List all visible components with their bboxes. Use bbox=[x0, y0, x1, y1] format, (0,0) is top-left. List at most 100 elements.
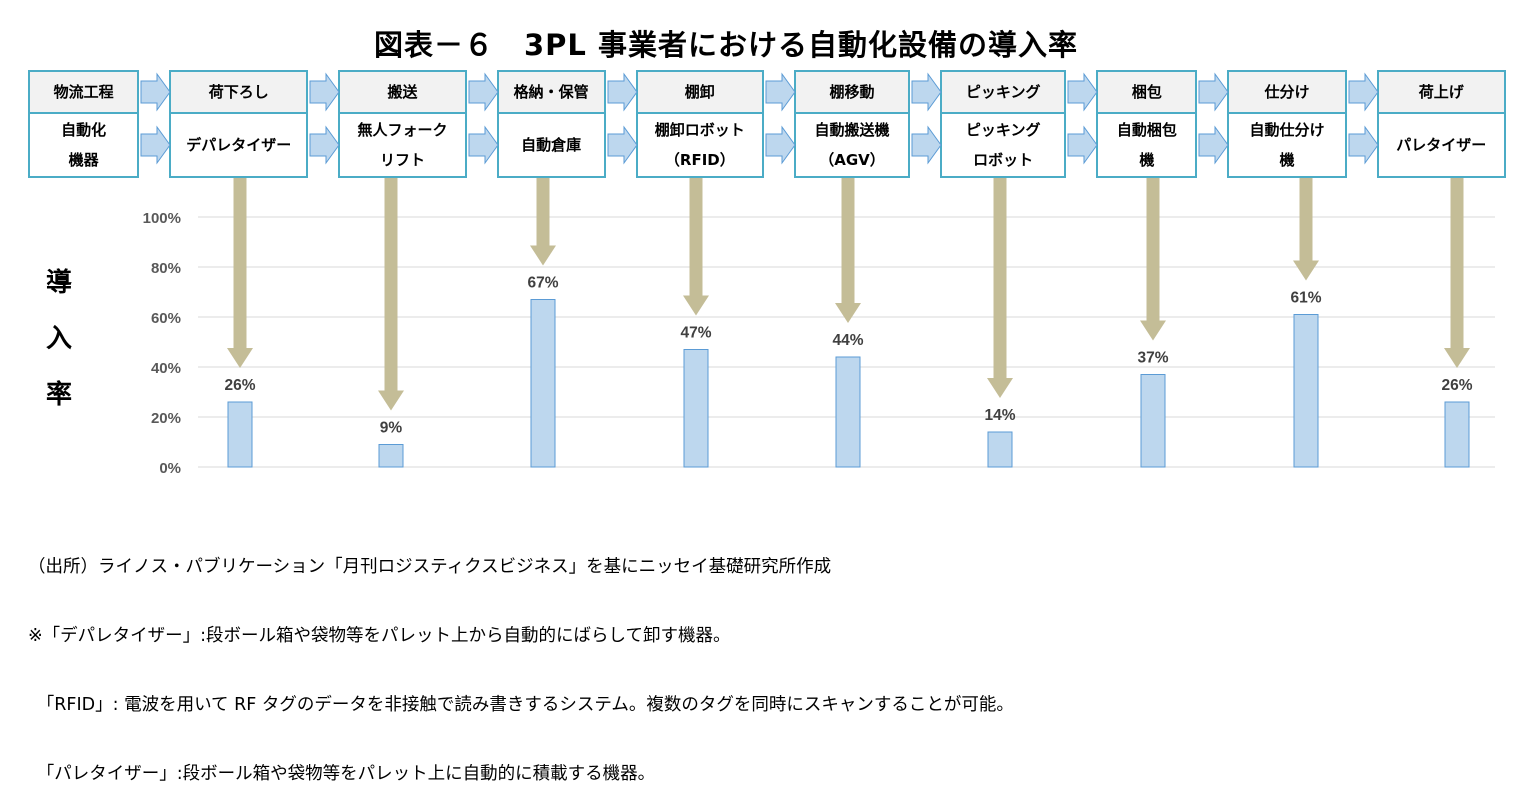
flow-arrow-icon bbox=[1196, 71, 1230, 113]
y-tick-label: 100% bbox=[143, 210, 181, 227]
equipment-cell-line: ロボット bbox=[973, 150, 1034, 169]
flow-arrow-icon bbox=[466, 113, 499, 177]
flow-arrow-icon bbox=[466, 71, 499, 113]
bar bbox=[1293, 314, 1319, 468]
equipment-cell-line: リフト bbox=[379, 150, 425, 169]
page-title: 図表－６ 3PL 事業者における自動化設備の導入率 bbox=[373, 28, 1078, 62]
row-header-equipment: 自動化 機器 bbox=[27, 111, 140, 179]
equipment-cell-line: 機 bbox=[1279, 150, 1295, 169]
flow-arrow-icon bbox=[909, 113, 942, 177]
flow-arrow-icon bbox=[763, 113, 796, 177]
equipment-cell: 棚卸ロボット （RFID） bbox=[635, 111, 764, 179]
stage-cell: 格納・保管 bbox=[496, 70, 606, 114]
footnote-rfid: 「RFID」: 電波を用いて RF タグのデータを非接触で読み書きするシステム。… bbox=[28, 695, 1014, 715]
bar-value-label: 26% bbox=[1441, 377, 1472, 394]
equipment-cell-line: 自動搬送機 bbox=[814, 120, 890, 139]
flow-arrow-icon bbox=[1065, 113, 1098, 177]
bar-value-label: 47% bbox=[680, 325, 711, 342]
bar-value-label: 14% bbox=[984, 407, 1015, 424]
pointer-arrow-icon bbox=[227, 178, 253, 368]
bar bbox=[378, 444, 404, 468]
bar-chart: 0% 20% 40% 60% 80% 100% 26% 9% 67% 47% 44% 14% 37% 61… bbox=[143, 178, 1495, 477]
bar-value-label: 26% bbox=[224, 377, 255, 394]
equipment-cell-line: パレタイザー bbox=[1396, 135, 1487, 154]
equipment-cell: 無人フォーク リフト bbox=[338, 111, 467, 179]
y-tick-label: 20% bbox=[151, 410, 181, 427]
ylabel-char-2: 入 bbox=[46, 324, 73, 354]
y-tick-label: 40% bbox=[151, 360, 181, 377]
equipment-cell-line: 無人フォーク bbox=[357, 120, 448, 139]
footnote-palletizer: 「パレタイザー」:段ボール箱や袋物等をパレット上に自動的に積載する機器。 bbox=[28, 764, 656, 784]
equipment-cell-line: （RFID） bbox=[664, 150, 735, 169]
stage-cell: 棚卸 bbox=[635, 70, 764, 114]
equipment-cell: パレタイザー bbox=[1376, 111, 1507, 179]
flow-arrow-icon bbox=[605, 113, 638, 177]
flow-arrow-icon bbox=[909, 71, 942, 113]
y-tick-label: 60% bbox=[151, 310, 181, 327]
pointer-arrow-icon bbox=[378, 178, 404, 411]
flow-arrow-icon bbox=[1196, 113, 1230, 177]
pointer-arrow-icon bbox=[1293, 178, 1319, 281]
bar bbox=[227, 401, 253, 468]
bar-value-label: 37% bbox=[1137, 350, 1168, 367]
bar bbox=[1140, 374, 1166, 468]
process-stage-row: 物流工程 荷下ろし 搬送 格納・保管 棚卸 棚移動 ピッキング 梱包 仕分け 荷上げ bbox=[27, 70, 1507, 114]
flow-arrow-icon bbox=[138, 71, 171, 113]
pointer-arrow-icon bbox=[530, 178, 556, 266]
bar-value-label: 67% bbox=[527, 275, 558, 292]
pointer-arrow-icon bbox=[835, 178, 861, 323]
equipment-cell-line: 自動仕分け bbox=[1249, 120, 1325, 139]
flow-arrow-icon bbox=[307, 71, 340, 113]
stage-cell: 荷上げ bbox=[1376, 70, 1507, 114]
equipment-row: 自動化機器 デパレタイザー 無人フォーク リフト 自動倉庫 棚卸ロボット （RFID） 自動搬… bbox=[27, 111, 1507, 179]
equipment-cell: 自動仕分け機 bbox=[1227, 111, 1347, 179]
equipment-cell-line: ピッキング bbox=[965, 120, 1041, 139]
equipment-cell: 自動梱包機 bbox=[1096, 111, 1198, 179]
equipment-cell: デパレタイザー bbox=[169, 111, 309, 179]
bar bbox=[1444, 401, 1470, 468]
footnote-depalletizer: ※「デパレタイザー」:段ボール箱や袋物等をパレット上から自動的にばらして卸す機器… bbox=[28, 626, 731, 646]
process-table: 物流工程 荷下ろし 搬送 格納・保管 棚卸 棚移動 ピッキング 梱包 仕分け 荷上げ 自動化 機器デ… bbox=[27, 70, 1507, 179]
stage-cell: 搬送 bbox=[338, 70, 467, 114]
y-tick-label: 0% bbox=[159, 460, 181, 477]
equipment-cell-line: 自動倉庫 bbox=[521, 135, 582, 154]
ylabel-char-1: 導 bbox=[46, 268, 73, 298]
equipment-cell-line: 自動梱包 bbox=[1116, 120, 1177, 139]
pointer-arrow-icon bbox=[683, 178, 709, 316]
pointer-arrow-icon bbox=[987, 178, 1013, 398]
bar-value-label: 9% bbox=[380, 420, 403, 437]
pointer-arrow-icon bbox=[1140, 178, 1166, 341]
row-header-equipment-line: 機器 bbox=[68, 150, 99, 169]
equipment-cell: 自動倉庫 bbox=[496, 111, 606, 179]
flow-arrow-icon bbox=[138, 113, 171, 177]
bar bbox=[683, 349, 709, 468]
ylabel-char-3: 率 bbox=[46, 380, 73, 410]
bar bbox=[530, 299, 556, 468]
bar bbox=[987, 431, 1013, 468]
flow-arrow-icon bbox=[1346, 71, 1379, 113]
row-header-process: 物流工程 bbox=[27, 70, 140, 114]
source-notes: （出所）ライノス・パブリケーション「月刊ロジスティクスビジネス」を基にニッセイ基… bbox=[28, 510, 1014, 809]
stage-cell: 仕分け bbox=[1227, 70, 1347, 114]
bar-value-label: 61% bbox=[1290, 290, 1321, 307]
y-tick-label: 80% bbox=[151, 260, 181, 277]
flow-arrow-icon bbox=[605, 71, 638, 113]
flow-arrow-icon bbox=[1346, 113, 1379, 177]
equipment-cell-line: 棚卸ロボット bbox=[654, 120, 745, 139]
bar bbox=[835, 356, 861, 468]
equipment-cell: 自動搬送機 （AGV） bbox=[793, 111, 911, 179]
row-header-equipment-line: 自動化 bbox=[61, 120, 107, 139]
equipment-cell-line: デパレタイザー bbox=[186, 135, 292, 154]
flow-arrow-icon bbox=[1065, 71, 1098, 113]
stage-cell: 梱包 bbox=[1096, 70, 1198, 114]
stage-cell: ピッキング bbox=[940, 70, 1067, 114]
equipment-cell-line: 機 bbox=[1139, 150, 1155, 169]
source-note: （出所）ライノス・パブリケーション「月刊ロジスティクスビジネス」を基にニッセイ基… bbox=[28, 557, 832, 577]
equipment-cell: ピッキング ロボット bbox=[940, 111, 1067, 179]
flow-arrow-icon bbox=[307, 113, 340, 177]
flow-arrow-icon bbox=[763, 71, 796, 113]
stage-cell: 棚移動 bbox=[793, 70, 911, 114]
bar-value-label: 44% bbox=[832, 332, 863, 349]
equipment-cell-line: （AGV） bbox=[819, 150, 885, 169]
stage-cell: 荷下ろし bbox=[169, 70, 309, 114]
